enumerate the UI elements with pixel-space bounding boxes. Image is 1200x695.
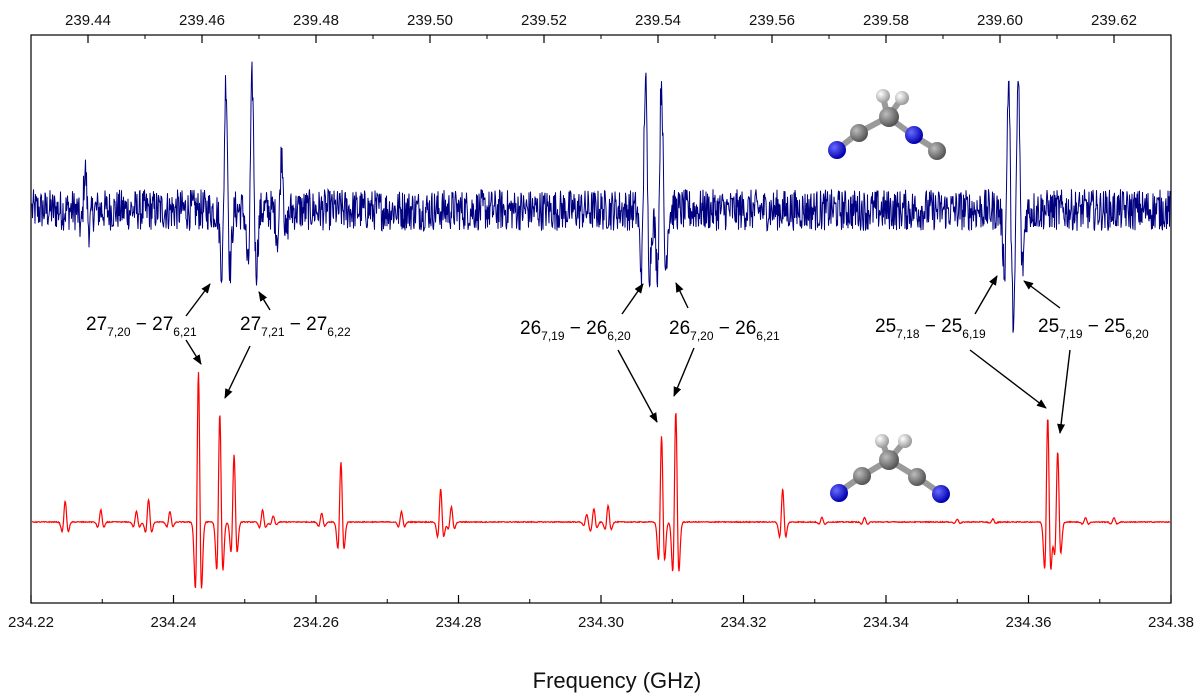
arrow-26b-up xyxy=(675,282,689,309)
top-tick-label: 239.44 xyxy=(65,12,111,29)
molecule-upper xyxy=(828,89,946,160)
label-27-721-622: 277,21 − 276,22 xyxy=(240,314,351,339)
top-tick-label: 239.50 xyxy=(407,12,453,29)
svg-text:257,19 − 256,20: 257,19 − 256,20 xyxy=(1038,316,1149,341)
hydrogen-atom-icon xyxy=(898,434,912,448)
carbon-atom-icon xyxy=(879,107,899,127)
arrow-26b-down xyxy=(673,347,695,397)
top-tick-label: 239.60 xyxy=(977,12,1023,29)
bottom-tick-label: 234.32 xyxy=(721,614,767,631)
bottom-tick-label: 234.22 xyxy=(8,614,54,631)
top-tick-label: 239.54 xyxy=(635,12,681,29)
bottom-tick-label: 234.38 xyxy=(1148,614,1194,631)
bottom-tick-label: 234.34 xyxy=(863,614,909,631)
svg-text:257,18 − 256,19: 257,18 − 256,19 xyxy=(875,316,986,341)
svg-text:277,21 − 276,22: 277,21 − 276,22 xyxy=(240,314,351,339)
top-tick-label: 239.48 xyxy=(293,12,339,29)
arrow-27a-down xyxy=(185,339,202,365)
hydrogen-atom-icon xyxy=(875,434,889,448)
carbon-atom-icon xyxy=(879,450,899,470)
arrow-27b-down xyxy=(224,345,251,399)
x-axis-title: Frequency (GHz) xyxy=(533,668,702,693)
top-tick-label: 239.58 xyxy=(863,12,909,29)
top-tick-label: 239.46 xyxy=(179,12,225,29)
nitrogen-atom-icon xyxy=(830,484,848,502)
annotation-arrows xyxy=(185,275,1071,434)
label-25-718-619: 257,18 − 256,19 xyxy=(875,316,986,341)
bottom-tick-label: 234.28 xyxy=(436,614,482,631)
hydrogen-atom-icon xyxy=(895,91,909,105)
arrow-25a-up xyxy=(974,275,998,315)
bottom-tick-label: 234.30 xyxy=(578,614,624,631)
label-26-719-620: 267,19 − 266,20 xyxy=(520,318,631,343)
label-27-720-621: 277,20 − 276,21 xyxy=(86,314,197,339)
label-26-720-621: 267,20 − 266,21 xyxy=(669,318,780,343)
bottom-tick-label: 234.36 xyxy=(1006,614,1052,631)
hydrogen-atom-icon xyxy=(876,89,890,103)
molecule-lower xyxy=(830,434,950,503)
carbon-atom-icon xyxy=(850,124,868,142)
carbon-atom-icon xyxy=(928,142,946,160)
top-axis: 239.44 239.46 239.48 239.50 239.52 239.54 239.… xyxy=(65,12,1137,43)
bottom-tick-label: 234.24 xyxy=(151,614,197,631)
nitrogen-atom-icon xyxy=(828,141,846,159)
spectrum-trace-lower xyxy=(31,372,1171,589)
svg-text:267,20 − 266,21: 267,20 − 266,21 xyxy=(669,318,780,343)
arrow-27b-up xyxy=(258,291,271,311)
bottom-tick-label: 234.26 xyxy=(293,614,339,631)
top-tick-label: 239.62 xyxy=(1091,12,1137,29)
spectrum-trace-upper xyxy=(31,61,1171,333)
svg-text:277,20 − 276,21: 277,20 − 276,21 xyxy=(86,314,197,339)
arrow-25a-down xyxy=(969,349,1047,409)
arrow-27a-up xyxy=(185,283,211,317)
nitrogen-atom-icon xyxy=(905,126,923,144)
label-25-719-620: 257,19 − 256,20 xyxy=(1038,316,1149,341)
carbon-atom-icon xyxy=(853,467,871,485)
arrow-25b-down xyxy=(1057,349,1071,434)
arrow-25b-up xyxy=(1023,280,1061,309)
carbon-atom-icon xyxy=(908,468,926,486)
arrow-26a-up xyxy=(621,283,644,315)
top-tick-label: 239.56 xyxy=(749,12,795,29)
arrow-26a-down xyxy=(617,349,658,423)
svg-text:267,19 − 266,20: 267,19 − 266,20 xyxy=(520,318,631,343)
nitrogen-atom-icon xyxy=(932,485,950,503)
top-tick-label: 239.52 xyxy=(521,12,567,29)
bottom-axis: 234.22 234.24 234.26 234.28 234.30 234.32 234.… xyxy=(8,595,1194,631)
